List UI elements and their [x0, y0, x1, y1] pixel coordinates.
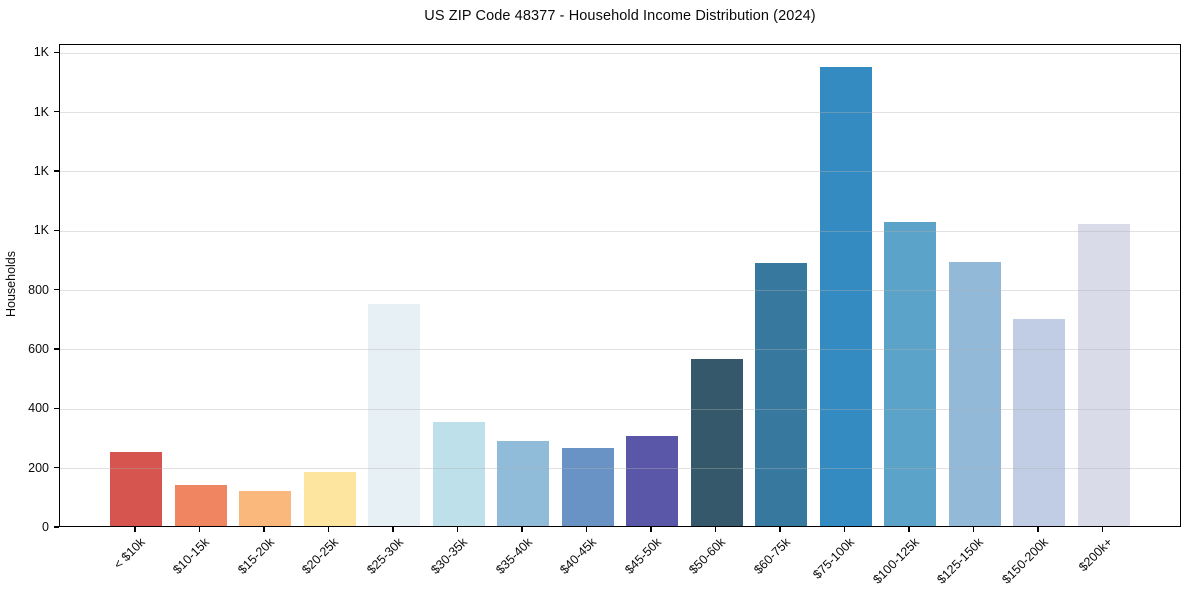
x-tick-mark — [392, 527, 394, 532]
bar — [432, 422, 485, 526]
x-tick-label-text: $40-45k — [557, 535, 600, 577]
y-tick-label: 1K — [33, 163, 49, 178]
x-tick-mark — [972, 527, 975, 532]
bars-layer — [60, 45, 1180, 526]
x-tick-mark — [327, 527, 330, 532]
gridline — [60, 408, 1180, 410]
bar — [497, 441, 549, 526]
y-tick-mark — [54, 407, 59, 409]
x-tick-mark — [521, 527, 523, 532]
bar — [755, 263, 807, 526]
bar — [368, 303, 420, 526]
plot-area — [59, 44, 1181, 527]
y-tick-label: 800 — [28, 282, 49, 297]
y-tick-label: 1K — [33, 223, 49, 238]
grid-layer — [60, 45, 1180, 526]
bar — [303, 472, 356, 526]
x-tick-label-text: < $10k — [111, 535, 148, 572]
bar — [948, 261, 1001, 526]
y-tick-label: 600 — [28, 341, 49, 356]
x-tick-mark — [650, 527, 652, 532]
bar — [1013, 318, 1065, 526]
x-tick-label-text: $75-100k — [810, 535, 858, 582]
x-tick-mark — [1101, 527, 1104, 532]
y-tick-mark — [54, 289, 59, 291]
x-tick-mark — [714, 527, 717, 532]
y-tick-label: 400 — [28, 401, 49, 416]
bar — [239, 491, 291, 526]
y-tick-mark — [54, 229, 59, 231]
x-tick-label-text: $15-20k — [235, 535, 277, 577]
gridline — [60, 112, 1180, 114]
bar — [690, 359, 743, 526]
y-tick-mark — [54, 348, 59, 350]
x-tick-label-text: $200k+ — [1076, 535, 1116, 575]
bar — [626, 435, 678, 526]
x-tick-label-text: $150-200k — [999, 535, 1051, 587]
chart-title: US ZIP Code 48377 - Household Income Dis… — [424, 8, 816, 24]
y-tick-label: 0 — [42, 520, 49, 534]
x-tick-label-text: $50-60k — [686, 535, 729, 577]
gridline — [60, 171, 1180, 173]
x-tick-mark — [456, 527, 459, 532]
gridline — [60, 230, 1180, 232]
y-tick-label: 1K — [33, 45, 49, 60]
x-tick-mark — [779, 527, 781, 532]
y-tick-mark — [54, 467, 59, 469]
x-tick-label-text: $35-40k — [493, 535, 535, 577]
x-tick-label-text: $10-15k — [170, 535, 213, 577]
bar — [110, 451, 162, 526]
y-tick-mark — [54, 170, 59, 172]
x-tick-label-text: $20-25k — [299, 535, 342, 577]
y-tick-mark — [54, 51, 59, 53]
gridline — [60, 52, 1180, 54]
y-tick-label: 200 — [28, 460, 49, 475]
x-tick-label-text: $45-50k — [622, 535, 664, 577]
x-tick-label-text: $125-150k — [934, 535, 987, 587]
bar — [884, 221, 936, 526]
y-tick-mark — [54, 526, 59, 528]
y-tick-label: 1K — [33, 104, 49, 119]
y-tick-mark — [54, 110, 59, 113]
x-tick-mark — [1037, 527, 1039, 532]
gridline — [60, 290, 1180, 292]
gridline — [60, 349, 1180, 351]
x-tick-mark — [908, 527, 910, 532]
bar — [561, 448, 614, 526]
x-tick-label-text: $25-30k — [364, 535, 406, 577]
x-tick-mark — [263, 527, 265, 532]
x-tick-mark — [134, 527, 136, 532]
bar — [174, 485, 227, 526]
x-tick-mark — [585, 527, 588, 532]
bar — [819, 67, 872, 526]
bar — [1077, 223, 1130, 526]
x-tick-mark — [198, 527, 201, 532]
x-tick-label-text: $60-75k — [751, 535, 793, 577]
x-tick-mark — [843, 527, 846, 532]
gridline — [60, 468, 1180, 470]
x-tick-label-text: $100-125k — [870, 535, 922, 587]
x-tick-label-text: $30-35k — [428, 535, 471, 577]
